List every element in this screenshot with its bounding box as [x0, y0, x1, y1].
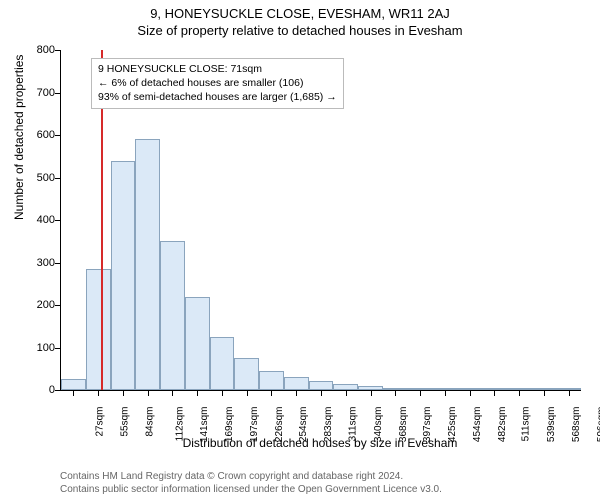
x-tick-label: 596sqm	[596, 407, 600, 443]
y-tick-label: 600	[37, 129, 55, 141]
x-tick-label: 55sqm	[120, 407, 131, 437]
y-tick-label: 400	[37, 214, 55, 226]
histogram-bar	[160, 241, 185, 390]
info-line: 9 HONEYSUCKLE CLOSE: 71sqm	[98, 62, 337, 76]
sub-title: Size of property relative to detached ho…	[0, 21, 600, 38]
y-tick-label: 800	[37, 44, 55, 56]
chart-container: 9, HONEYSUCKLE CLOSE, EVESHAM, WR11 2AJ …	[0, 0, 600, 500]
y-tick-label: 200	[37, 299, 55, 311]
y-tick-label: 500	[37, 172, 55, 184]
info-box: 9 HONEYSUCKLE CLOSE: 71sqm← 6% of detach…	[91, 58, 344, 109]
x-axis-label: Distribution of detached houses by size …	[60, 436, 580, 437]
footer-line-1: Contains HM Land Registry data © Crown c…	[60, 470, 442, 483]
histogram-bar	[309, 381, 334, 390]
footer-line-2: Contains public sector information licen…	[60, 483, 442, 496]
histogram-bar	[111, 161, 136, 391]
plot-area: 010020030040050060070080027sqm55sqm84sqm…	[60, 50, 581, 391]
info-line: 93% of semi-detached houses are larger (…	[98, 90, 337, 104]
histogram-bar	[234, 358, 259, 390]
histogram-bar	[135, 139, 160, 390]
histogram-bar	[259, 371, 284, 390]
histogram-bar	[210, 337, 235, 390]
info-line: ← 6% of detached houses are smaller (106…	[98, 76, 337, 90]
histogram-bar	[185, 297, 210, 391]
y-tick-label: 300	[37, 257, 55, 269]
x-tick-label: 84sqm	[144, 407, 155, 437]
footer: Contains HM Land Registry data © Crown c…	[60, 470, 442, 496]
y-tick-label: 700	[37, 87, 55, 99]
histogram-bar	[284, 377, 309, 390]
histogram-bar	[86, 269, 111, 390]
main-title: 9, HONEYSUCKLE CLOSE, EVESHAM, WR11 2AJ	[0, 0, 600, 21]
chart-area: Number of detached properties 0100200300…	[60, 50, 580, 415]
y-tick-label: 0	[49, 384, 55, 396]
y-axis-label: Number of detached properties	[12, 55, 26, 220]
y-tick-label: 100	[37, 342, 55, 354]
histogram-bar	[61, 379, 86, 390]
x-tick-label: 27sqm	[95, 407, 106, 437]
